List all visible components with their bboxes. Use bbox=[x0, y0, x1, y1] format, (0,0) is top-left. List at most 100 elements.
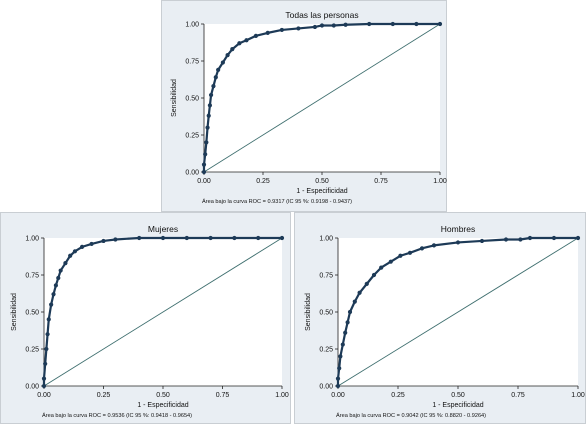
roc-point bbox=[388, 259, 393, 264]
x-tick-label: 0.50 bbox=[451, 392, 465, 399]
x-tick-label: 1.00 bbox=[275, 392, 289, 399]
roc-point bbox=[479, 238, 485, 244]
roc-point bbox=[44, 346, 49, 352]
x-tick-label: 0.50 bbox=[315, 178, 329, 185]
roc-curve bbox=[202, 22, 440, 172]
roc-point bbox=[279, 27, 284, 33]
roc-point bbox=[367, 21, 372, 27]
roc-point bbox=[237, 41, 242, 46]
roc-point bbox=[345, 320, 350, 325]
roc-point bbox=[68, 253, 73, 258]
roc-point bbox=[437, 21, 443, 27]
roc-point bbox=[518, 237, 523, 242]
y-axis-label: Sensibilidad bbox=[11, 293, 18, 331]
roc-point bbox=[256, 235, 261, 241]
roc-chart-todas: Todas las personas 0.00 0.25 0.50 0.75 1.00 0.… bbox=[171, 10, 447, 205]
roc-point bbox=[244, 38, 249, 43]
reference-line bbox=[43, 237, 283, 387]
roc-point bbox=[343, 330, 348, 335]
auc-note: Área bajo la curva ROC = 0.9317 (IC 95 %… bbox=[202, 198, 352, 205]
roc-panel-hombres: Hombres 0.00 0.25 0.50 0.75 1.00 0.00 0.25 0.50 0… bbox=[294, 212, 586, 424]
x-tick-label: 0.00 bbox=[37, 392, 51, 399]
y-tick-label: 0.25 bbox=[185, 133, 199, 140]
roc-point bbox=[216, 67, 221, 72]
roc-point bbox=[137, 235, 142, 241]
roc-point bbox=[312, 24, 318, 30]
x-tick-label: 0.00 bbox=[331, 392, 345, 399]
x-tick-label: 0.25 bbox=[97, 392, 111, 399]
roc-point bbox=[49, 302, 54, 307]
roc-point bbox=[79, 244, 85, 249]
y-tick-label: 1.00 bbox=[319, 236, 333, 243]
roc-point bbox=[337, 366, 342, 371]
roc-point bbox=[41, 376, 47, 381]
roc-point bbox=[201, 169, 207, 175]
roc-point bbox=[46, 317, 51, 322]
roc-point bbox=[58, 268, 63, 273]
roc-point bbox=[407, 250, 413, 255]
y-tick-label: 0.50 bbox=[319, 310, 333, 317]
roc-point bbox=[575, 235, 581, 241]
roc-point bbox=[113, 237, 118, 242]
roc-point bbox=[352, 299, 357, 304]
x-axis-label: 1 - Especificidad bbox=[432, 402, 483, 409]
roc-point bbox=[205, 125, 210, 130]
roc-point bbox=[431, 243, 437, 248]
roc-point bbox=[319, 23, 325, 28]
y-tick-label: 0.00 bbox=[319, 384, 333, 391]
roc-point bbox=[253, 33, 259, 38]
x-tick-label: 0.25 bbox=[391, 392, 405, 399]
y-tick-label: 0.75 bbox=[185, 59, 199, 66]
roc-point bbox=[343, 22, 348, 27]
x-tick-label: 0.75 bbox=[374, 178, 388, 185]
roc-point bbox=[211, 84, 216, 89]
y-tick-label: 0.75 bbox=[319, 273, 333, 280]
roc-point bbox=[357, 290, 362, 295]
y-tick-label: 0.50 bbox=[185, 96, 199, 103]
y-tick-label: 1.00 bbox=[25, 236, 39, 243]
x-tick-label: 1.00 bbox=[571, 392, 585, 399]
x-axis-label: 1 - Especificidad bbox=[296, 188, 347, 195]
roc-point bbox=[203, 152, 208, 157]
roc-point bbox=[338, 354, 343, 359]
roc-point bbox=[527, 235, 533, 241]
roc-point bbox=[207, 103, 212, 108]
roc-point bbox=[371, 272, 377, 278]
roc-point bbox=[43, 361, 48, 366]
y-tick-label: 0.25 bbox=[25, 347, 39, 354]
roc-point bbox=[89, 241, 94, 247]
roc-point bbox=[220, 60, 225, 65]
roc-point bbox=[160, 235, 166, 241]
roc-point bbox=[204, 140, 209, 145]
roc-point bbox=[347, 309, 353, 315]
auc-note: Área bajo la curva ROC = 0.9536 (IC 95 %… bbox=[42, 412, 192, 419]
roc-point bbox=[364, 281, 369, 286]
chart-title: Mujeres bbox=[148, 224, 178, 234]
roc-point bbox=[414, 21, 419, 27]
roc-point bbox=[398, 253, 403, 258]
roc-chart-hombres: Hombres 0.00 0.25 0.50 0.75 1.00 0.00 0.25 0.50 0… bbox=[305, 224, 585, 419]
roc-panel-mujeres: Mujeres 0.00 0.25 0.50 0.75 1.00 0.00 0.25 0.50 0… bbox=[0, 212, 291, 424]
x-tick-label: 0.50 bbox=[156, 392, 170, 399]
roc-point bbox=[41, 383, 47, 389]
reference-line bbox=[203, 23, 441, 173]
y-tick-label: 0.00 bbox=[25, 384, 39, 391]
roc-point bbox=[201, 162, 207, 167]
roc-point bbox=[265, 30, 270, 35]
roc-point bbox=[72, 249, 78, 254]
roc-point bbox=[184, 235, 189, 241]
roc-panel-todas: Todas las personas 0.00 0.25 0.50 0.75 1.00 0.… bbox=[161, 0, 447, 212]
y-axis-label: Sensibilidad bbox=[171, 79, 178, 117]
y-tick-label: 1.00 bbox=[185, 22, 199, 29]
roc-point bbox=[331, 23, 336, 28]
x-tick-label: 0.75 bbox=[216, 392, 230, 399]
x-tick-label: 0.75 bbox=[511, 392, 525, 399]
roc-point bbox=[208, 92, 214, 98]
roc-point bbox=[503, 237, 509, 242]
auc-note: Área bajo la curva ROC = 0.9042 (IC 95 %… bbox=[336, 412, 486, 419]
roc-point bbox=[379, 265, 384, 270]
y-tick-label: 0.25 bbox=[319, 347, 333, 354]
y-axis-label: Sensibilidad bbox=[305, 293, 312, 331]
y-tick-label: 0.50 bbox=[25, 310, 39, 317]
roc-point bbox=[390, 21, 395, 27]
